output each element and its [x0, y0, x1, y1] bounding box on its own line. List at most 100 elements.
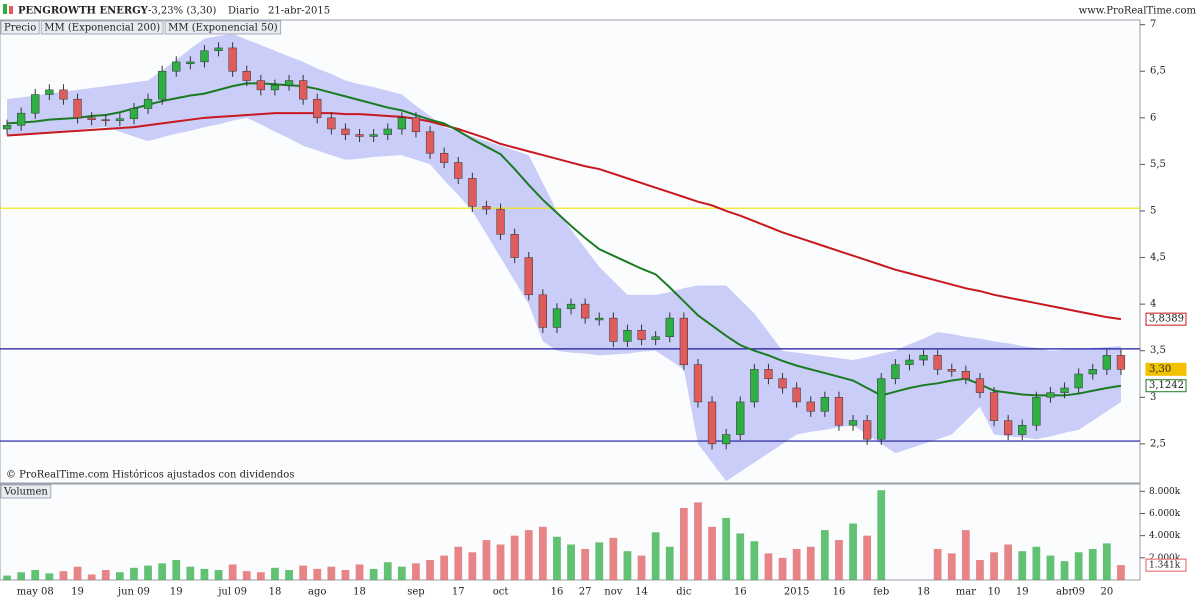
x-tick-label: 18 — [917, 587, 930, 598]
candle-body — [73, 98, 82, 119]
volume-bar — [87, 574, 96, 580]
x-tick-label: oct — [493, 587, 509, 598]
y-tick-label: 2.000k — [1149, 553, 1181, 563]
volume-bar — [313, 568, 322, 580]
volume-bar — [623, 551, 632, 580]
candle-body — [750, 369, 759, 403]
x-tick-label: 2015 — [784, 587, 809, 598]
volume-bar — [186, 566, 195, 580]
candle-body — [665, 317, 674, 337]
candle-body — [284, 80, 294, 86]
volume-bar — [440, 555, 449, 580]
y-tick-label: 4.000k — [1149, 531, 1181, 541]
volume-bar — [299, 565, 308, 580]
candle-body — [200, 50, 209, 63]
volume-bar — [708, 526, 716, 580]
candle-body — [707, 401, 717, 445]
x-tick-label: 20 — [1100, 587, 1113, 598]
x-tick-label: 09 — [1072, 587, 1085, 598]
volume-bar — [468, 552, 477, 580]
x-tick-label: jul 09 — [217, 587, 247, 598]
volume-bar — [1032, 546, 1041, 580]
legend-label: MM (Exponencial 200) — [44, 23, 160, 34]
last-value-box — [1145, 362, 1187, 376]
y-tick-label: 6.000k — [1149, 509, 1181, 519]
volume-bar — [271, 567, 279, 580]
candle-body — [468, 178, 477, 207]
last-volume-box — [1145, 558, 1187, 572]
y-tick-label: 3 — [1150, 392, 1156, 403]
volume-bar — [256, 572, 265, 580]
volume-bar — [990, 552, 998, 580]
candle-body — [877, 378, 886, 440]
y-tick-label: 4,5 — [1150, 252, 1166, 263]
volume-bar — [454, 546, 463, 580]
candle-body — [933, 355, 942, 370]
volume-bar — [369, 568, 378, 580]
x-tick-label: 18 — [269, 587, 282, 598]
candle-body — [1060, 387, 1069, 393]
volume-bar — [820, 530, 829, 580]
volume-bar — [538, 526, 547, 580]
candle-body — [1102, 355, 1111, 370]
volume-bar — [524, 530, 533, 580]
candle-body — [1046, 392, 1055, 398]
candle-body — [2, 125, 12, 130]
volume-bar — [1060, 561, 1069, 580]
volume-bar — [510, 535, 519, 580]
volume-bar — [581, 548, 590, 580]
volume-bar — [144, 565, 152, 580]
candle-body — [214, 47, 223, 51]
candle-body — [764, 369, 773, 379]
x-tick-label: 19 — [170, 587, 183, 598]
x-tick-label: sep — [407, 587, 424, 598]
candle-body — [17, 112, 26, 126]
legend: Precio MM (Exponencial 200) MM (Exponencia… — [0, 20, 282, 35]
y-tick-label: 7 — [1150, 19, 1156, 30]
candle-body — [1004, 420, 1013, 435]
y-tick-label: 3,5 — [1150, 345, 1166, 356]
title: PENGROWTH ENERGY — [18, 6, 149, 17]
candle-body — [905, 359, 914, 365]
candle-body — [637, 329, 646, 340]
candle-body — [566, 303, 576, 310]
y-tick-label: 2,5 — [1150, 438, 1166, 449]
volume-bar — [764, 553, 773, 580]
volume-bar — [228, 564, 237, 580]
x-tick-label: 18 — [353, 587, 366, 598]
candle-body — [581, 303, 590, 319]
last-value-label: 3,8389 — [1149, 314, 1184, 325]
volume-bar — [1117, 565, 1125, 580]
candle-body — [425, 131, 435, 154]
volume-bar — [679, 507, 688, 580]
candle-body — [482, 206, 491, 210]
volume-bar — [214, 570, 223, 580]
volume-bar — [567, 544, 575, 580]
candle-body — [1032, 397, 1041, 426]
candle-body — [411, 117, 421, 133]
volume-bar — [835, 540, 843, 580]
candle-body — [256, 80, 265, 91]
logo-icon — [9, 6, 13, 14]
volume-bar — [200, 568, 209, 580]
candle-body — [722, 434, 731, 445]
x-tick-label: 27 — [579, 587, 592, 598]
legend-box — [0, 484, 52, 499]
candle-body — [341, 128, 350, 135]
x-tick-label: 14 — [635, 587, 648, 598]
candle-body — [736, 401, 745, 435]
candle-body — [496, 208, 505, 235]
x-tick-label: may 08 — [17, 587, 54, 598]
volume-bar — [383, 562, 392, 580]
volume-bar — [863, 535, 872, 580]
candle-body — [961, 370, 970, 379]
candle-body — [369, 134, 378, 137]
volume-bar — [482, 540, 491, 580]
volume-bar — [158, 563, 167, 580]
volume-bar — [736, 533, 745, 580]
candle-body — [45, 89, 54, 95]
volume-bar — [976, 560, 984, 580]
volume-bar — [637, 555, 646, 580]
x-tick-label: feb — [873, 587, 889, 598]
